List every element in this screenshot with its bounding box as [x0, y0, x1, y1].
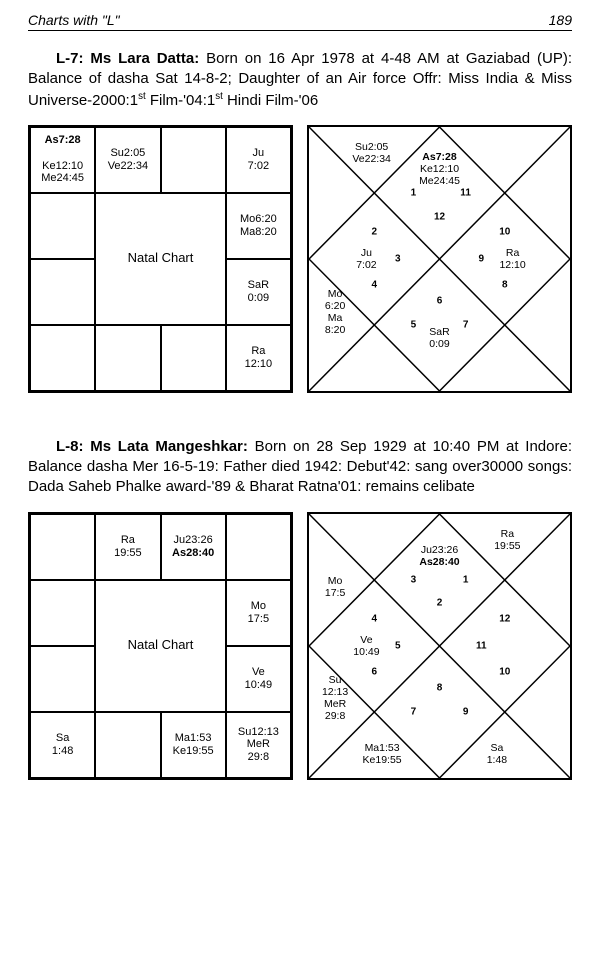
- chart-cell: Natal Chart: [95, 193, 226, 325]
- north-indian-chart: 2 3 4 5 6 7 8 9 10 11 12 1 Ju23:26As28:40 Ra19:55 Mo17…: [307, 512, 572, 780]
- chart-cell: [30, 580, 95, 646]
- house-number: 5: [395, 640, 401, 652]
- house-number: 2: [371, 227, 377, 239]
- house-number: 8: [502, 279, 508, 291]
- chart-cell: [161, 325, 226, 391]
- chart-cell: Natal Chart: [95, 580, 226, 712]
- chart-cell: [95, 325, 160, 391]
- house-number: 4: [371, 279, 377, 291]
- chart-cell: [30, 325, 95, 391]
- chart-cell: Su12:13MeR29:8: [226, 712, 291, 778]
- chart-cell: [30, 259, 95, 325]
- north-indian-chart: 121234567891011As7:28Ke12:10Me24:45Su2:0…: [307, 125, 572, 393]
- house-number: 4: [371, 613, 377, 625]
- chart-cell: [30, 646, 95, 712]
- chart-cell: [30, 514, 95, 580]
- chart-cell: Ma1:53Ke19:55: [161, 712, 226, 778]
- charts-row: Ra19:55Ju23:26As28:40Natal ChartMo17:5Ve…: [28, 512, 572, 780]
- house-number: 11: [476, 640, 487, 652]
- charts-row: As7:28Ke12:10Me24:45Su2:05Ve22:34Ju7:02N…: [28, 125, 572, 393]
- house-number: 7: [463, 319, 469, 331]
- house-number: 6: [437, 295, 443, 307]
- chart-cell: [30, 193, 95, 259]
- planet-label: Ve10:49: [353, 633, 379, 657]
- chart-cell: As7:28Ke12:10Me24:45: [30, 127, 95, 193]
- house-number: 8: [437, 682, 443, 694]
- chart-cell: Sa1:48: [30, 712, 95, 778]
- chart-cell: Mo6:20Ma8:20: [226, 193, 291, 259]
- house-number: 2: [437, 598, 443, 610]
- chart-cell: Ra12:10: [226, 325, 291, 391]
- house-number: 12: [434, 211, 445, 223]
- planet-label: As7:28Ke12:10Me24:45: [419, 151, 460, 187]
- chart-cell: Su2:05Ve22:34: [95, 127, 160, 193]
- chart-cell: Ve10:49: [226, 646, 291, 712]
- house-number: 9: [478, 253, 484, 265]
- house-number: 12: [499, 613, 510, 625]
- planet-label: Ra12:10: [499, 247, 525, 271]
- planet-label: Su12:13MeR29:8: [322, 674, 348, 722]
- planet-label: Ju7:02: [356, 247, 376, 271]
- planet-label: Su2:05Ve22:34: [352, 141, 391, 165]
- bio-text: L-8: Ms Lata Mangeshkar: Born on 28 Sep …: [28, 437, 572, 498]
- chart-cell: Mo17:5: [226, 580, 291, 646]
- chart-cell: [226, 514, 291, 580]
- chart-cell: SaR0:09: [226, 259, 291, 325]
- planet-label: Sa1:48: [487, 742, 507, 766]
- house-number: 7: [411, 706, 417, 718]
- planet-label: Mo17:5: [325, 575, 345, 599]
- chart-cell: [161, 127, 226, 193]
- south-indian-chart: As7:28Ke12:10Me24:45Su2:05Ve22:34 Ju7:02N…: [28, 125, 293, 393]
- planet-label: Ju23:26As28:40: [419, 544, 459, 568]
- south-indian-chart: Ra19:55Ju23:26As28:40Natal ChartMo17:5Ve…: [28, 512, 293, 780]
- planet-label: Ra19:55: [494, 528, 520, 552]
- house-number: 11: [460, 187, 471, 199]
- house-number: 3: [395, 253, 401, 265]
- house-number: 3: [411, 574, 417, 586]
- house-number: 9: [463, 706, 469, 718]
- header-title: Charts with "L": [28, 12, 120, 28]
- planet-label: Ma1:53Ke19:55: [363, 742, 402, 766]
- house-number: 10: [499, 227, 510, 239]
- chart-cell: Ju23:26As28:40: [161, 514, 226, 580]
- planet-label: SaR0:09: [429, 326, 449, 350]
- house-number: 1: [463, 574, 469, 586]
- chart-cell: Ra19:55: [95, 514, 160, 580]
- house-number: 6: [371, 666, 377, 678]
- house-number: 5: [411, 319, 417, 331]
- bio-text: L-7: Ms Lara Datta: Born on 16 Apr 1978 …: [28, 49, 572, 111]
- page-header: Charts with "L" 189: [28, 12, 572, 31]
- house-number: 10: [499, 666, 510, 678]
- house-number: 1: [411, 187, 417, 199]
- page-number: 189: [549, 12, 572, 28]
- page: Charts with "L" 189 L-7: Ms Lara Datta: …: [0, 0, 600, 844]
- chart-cell: [95, 712, 160, 778]
- planet-label: Mo6:20Ma8:20: [325, 287, 345, 335]
- chart-cell: Ju7:02: [226, 127, 291, 193]
